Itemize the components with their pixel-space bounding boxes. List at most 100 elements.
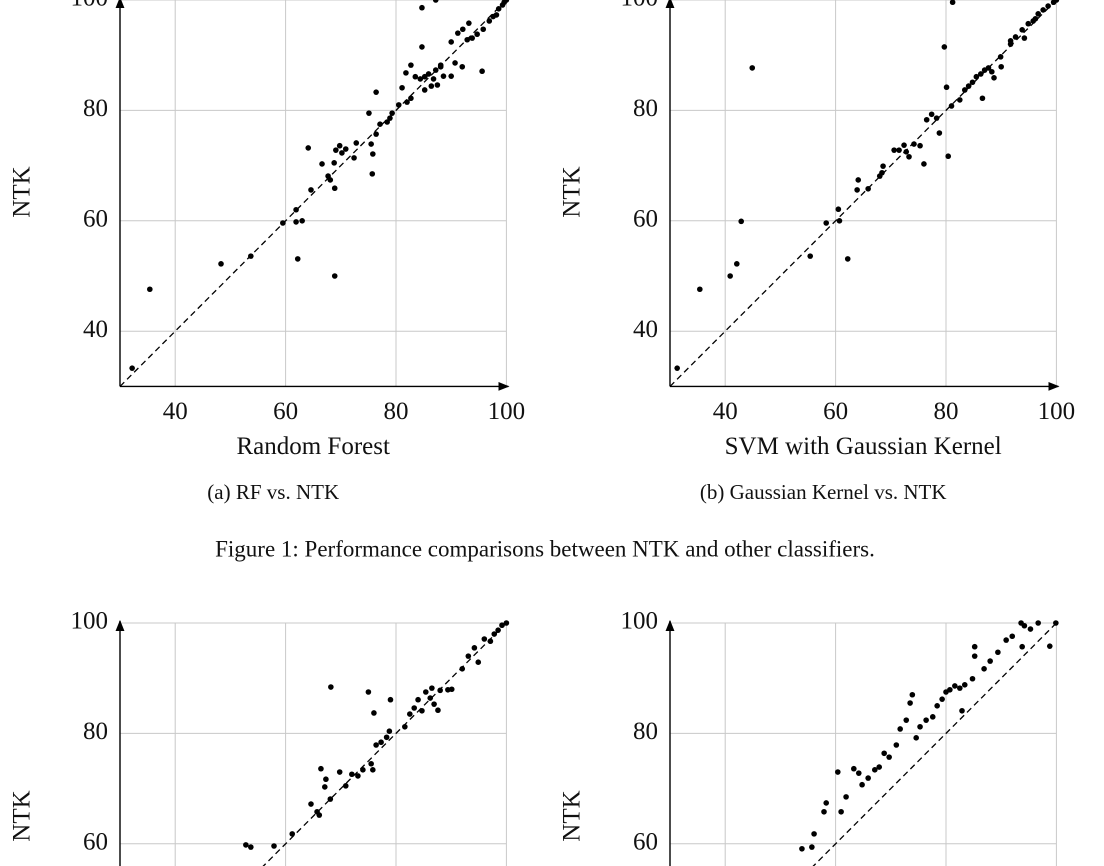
- data-point: [373, 131, 379, 137]
- data-point: [351, 155, 357, 161]
- data-point: [327, 177, 334, 183]
- data-point: [243, 842, 249, 848]
- y-tick-label: 60: [83, 829, 108, 856]
- data-point: [835, 206, 842, 213]
- data-point: [917, 142, 923, 149]
- data-point: [434, 82, 441, 88]
- data-point: [969, 79, 976, 86]
- data-point: [355, 773, 361, 779]
- data-point: [936, 130, 943, 136]
- data-point: [957, 97, 963, 103]
- data-point: [419, 707, 425, 714]
- y-tick-label: 80: [633, 718, 658, 745]
- data-point: [807, 253, 814, 259]
- data-point: [985, 65, 992, 71]
- data-point: [923, 717, 929, 723]
- data-point: [402, 723, 408, 730]
- x-axis-label: SVM with Gaussian Kernel: [725, 433, 1002, 460]
- data-point: [459, 63, 466, 70]
- data-point: [906, 153, 912, 160]
- data-point: [271, 843, 277, 849]
- y-axis-label: NTK: [559, 790, 586, 841]
- data-point: [293, 206, 299, 213]
- x-axis-label: Random Forest: [236, 433, 390, 460]
- y-tick-label: 80: [83, 718, 108, 745]
- data-point: [879, 169, 885, 176]
- subfigure-caption: (b) Gaussian Kernel vs. NTK: [700, 480, 947, 504]
- data-point: [1027, 626, 1034, 632]
- y-tick-label: 60: [633, 206, 658, 233]
- data-point: [389, 110, 395, 116]
- chart: 40 60 80 100 40 60 80 100 Random Forest NTK (a) RF…: [9, 0, 525, 504]
- data-point: [299, 218, 305, 224]
- data-point: [811, 831, 817, 837]
- data-point: [943, 84, 950, 91]
- data-point: [289, 831, 296, 837]
- data-point: [333, 147, 339, 153]
- data-point: [370, 151, 376, 157]
- y-tick-label: 60: [633, 829, 658, 856]
- data-point: [371, 710, 377, 716]
- chart: 406080100406080100NTK: [9, 608, 510, 866]
- data-point: [377, 121, 383, 127]
- data-point: [493, 12, 500, 18]
- data-point: [1053, 620, 1059, 626]
- data-point: [218, 261, 224, 267]
- data-point: [1019, 27, 1025, 33]
- data-point: [437, 687, 443, 694]
- data-point: [368, 141, 374, 147]
- diagonal-line: [262, 622, 507, 866]
- data-point: [487, 638, 494, 645]
- data-point: [977, 71, 984, 77]
- x-tick-label: 40: [713, 398, 738, 425]
- diagonal-line: [119, 0, 507, 387]
- y-tick-label: 40: [633, 316, 658, 343]
- data-point: [998, 63, 1004, 70]
- x-tick-label: 60: [273, 398, 298, 425]
- data-point: [481, 636, 488, 642]
- data-point: [1012, 34, 1019, 40]
- data-point: [823, 220, 830, 226]
- data-point: [421, 87, 428, 93]
- y-tick-label: 40: [83, 316, 108, 343]
- data-point: [360, 767, 366, 773]
- data-point: [459, 666, 466, 672]
- data-point: [327, 796, 334, 802]
- data-point: [331, 160, 337, 166]
- data-point: [474, 31, 480, 38]
- data-point: [248, 844, 254, 850]
- data-point: [423, 689, 429, 695]
- data-point: [1045, 3, 1051, 9]
- data-point: [733, 261, 740, 267]
- data-point: [440, 73, 447, 79]
- data-point: [1018, 620, 1024, 626]
- data-point: [331, 273, 338, 279]
- data-point: [491, 631, 498, 637]
- data-point: [419, 4, 425, 11]
- data-point: [1019, 643, 1025, 650]
- data-point: [399, 84, 405, 91]
- data-point: [305, 145, 312, 151]
- data-point: [293, 219, 299, 225]
- y-axis-label: NTK: [9, 166, 36, 217]
- data-point: [1009, 633, 1016, 640]
- data-point: [697, 286, 703, 293]
- data-point: [316, 812, 323, 818]
- data-point: [373, 742, 379, 748]
- data-point: [674, 365, 680, 371]
- data-point: [881, 750, 887, 757]
- data-point: [503, 0, 510, 3]
- data-point: [838, 808, 844, 815]
- data-point: [386, 728, 393, 734]
- data-point: [987, 658, 993, 664]
- data-point: [417, 76, 424, 82]
- data-point: [499, 622, 505, 629]
- data-point: [913, 735, 919, 741]
- data-point: [844, 256, 851, 262]
- data-point: [855, 770, 862, 776]
- data-point: [349, 771, 355, 778]
- data-point: [901, 142, 907, 148]
- data-point: [907, 700, 913, 706]
- data-point: [1007, 41, 1014, 47]
- data-point: [876, 764, 883, 770]
